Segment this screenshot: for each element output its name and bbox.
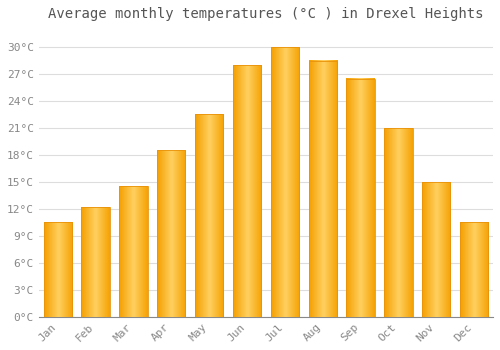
Bar (119, 187, 148, 317)
Bar (460, 222, 488, 317)
Bar (44, 222, 72, 317)
Bar (195, 114, 224, 317)
Bar (233, 65, 261, 317)
Bar (422, 182, 450, 317)
Bar (157, 150, 186, 317)
Bar (270, 47, 299, 317)
Bar (82, 207, 110, 317)
Title: Average monthly temperatures (°C ) in Drexel Heights: Average monthly temperatures (°C ) in Dr… (48, 7, 484, 21)
Bar (384, 128, 412, 317)
Bar (308, 61, 337, 317)
Bar (346, 78, 375, 317)
